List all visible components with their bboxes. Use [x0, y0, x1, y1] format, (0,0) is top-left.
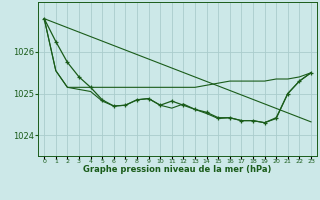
- X-axis label: Graphe pression niveau de la mer (hPa): Graphe pression niveau de la mer (hPa): [84, 165, 272, 174]
